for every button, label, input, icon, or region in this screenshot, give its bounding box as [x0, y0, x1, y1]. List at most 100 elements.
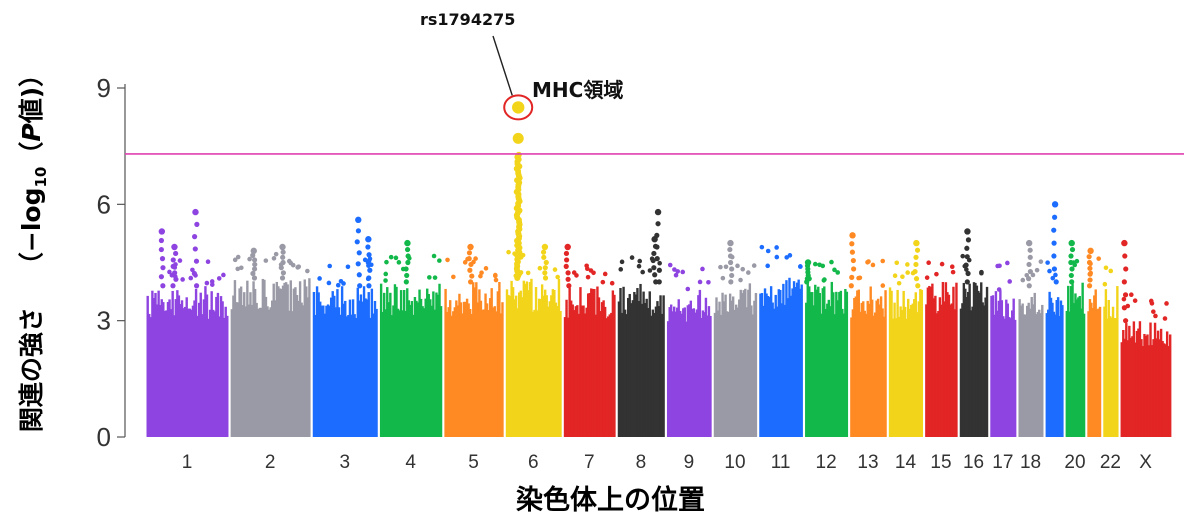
snp-cluster: [653, 312, 656, 437]
snp-cluster: [952, 286, 955, 437]
snp-point: [865, 259, 870, 265]
snp-point: [629, 255, 635, 260]
snp-cluster: [676, 307, 679, 437]
snp-cluster: [475, 282, 478, 437]
snp-cluster: [208, 309, 212, 437]
snp-cluster: [516, 308, 519, 437]
snp-cluster: [272, 283, 275, 437]
snp-cluster: [322, 305, 325, 437]
snp-cluster: [496, 291, 500, 437]
snp-cluster: [157, 290, 160, 437]
snp-cluster: [586, 293, 590, 437]
x-tick-label: 7: [584, 452, 595, 473]
peak-chr1: [170, 243, 179, 289]
snp-cluster: [985, 286, 989, 437]
snp-point: [273, 251, 279, 257]
snp-cluster: [365, 299, 369, 437]
snp-cluster: [169, 309, 173, 437]
snp-cluster: [809, 292, 812, 437]
snp-cluster: [553, 290, 556, 437]
snp-cluster: [786, 298, 790, 437]
snp-cluster: [971, 306, 974, 437]
peak-point: [467, 243, 474, 251]
snp-point: [934, 271, 939, 277]
snp-cluster: [754, 292, 758, 437]
snp-cluster: [856, 290, 859, 437]
peak-column-point: [651, 265, 657, 271]
snp-cluster: [1082, 313, 1086, 437]
snp-cluster: [680, 313, 683, 437]
snp-cluster: [450, 315, 453, 437]
snp-cluster: [1005, 299, 1008, 437]
snp-point: [657, 260, 662, 266]
snp-cluster: [772, 308, 776, 437]
snp-cluster: [1106, 318, 1109, 437]
snp-point: [892, 273, 898, 279]
peak-column-point: [849, 249, 856, 255]
snp-cluster: [582, 305, 585, 437]
snp-cluster: [944, 282, 948, 437]
snp-cluster: [244, 306, 248, 437]
peak-column-point: [541, 254, 547, 260]
y-axis-label-main: 関連の強さ: [17, 307, 46, 433]
snp-cluster: [458, 293, 461, 437]
snp-cluster: [292, 288, 296, 437]
snp-point: [1020, 277, 1026, 283]
snp-cluster: [1093, 295, 1096, 437]
snp-cluster: [593, 288, 596, 437]
snp-cluster: [1000, 300, 1004, 437]
peak-column-point: [1027, 268, 1033, 275]
snp-cluster: [288, 310, 291, 437]
snp-point: [1053, 272, 1058, 278]
snp-cluster: [1111, 306, 1115, 437]
snp-cluster: [168, 299, 171, 437]
peak-column-point: [655, 221, 661, 227]
snp-point: [1047, 268, 1052, 274]
snp-cluster: [1135, 330, 1139, 437]
snp-point: [1038, 259, 1044, 264]
snp-cluster: [891, 318, 895, 437]
snp-cluster: [158, 304, 162, 437]
snp-cluster: [1140, 339, 1143, 437]
snp-cluster: [943, 301, 946, 437]
peak-column-point: [563, 263, 569, 269]
snp-cluster: [683, 307, 686, 437]
chromosome-3-points: [312, 256, 378, 437]
snp-cluster: [785, 280, 788, 437]
snp-point: [740, 266, 746, 272]
snp-cluster: [829, 306, 832, 437]
snp-point: [964, 267, 969, 272]
peak-column-point: [1026, 261, 1032, 268]
snp-point: [647, 268, 653, 273]
peak-column-point: [563, 250, 570, 257]
snp-cluster: [697, 295, 700, 437]
snp-cluster: [762, 305, 765, 437]
peak-column-point: [1087, 271, 1093, 277]
snp-point: [1121, 296, 1127, 302]
peak-column-point: [913, 261, 919, 268]
peak-chr14: [912, 239, 921, 289]
snp-cluster: [1051, 302, 1054, 437]
snp-point: [870, 262, 876, 268]
snp-point: [473, 256, 478, 261]
snp-point: [1108, 268, 1114, 274]
snp-cluster: [884, 290, 887, 437]
snp-cluster: [495, 311, 498, 437]
snp-cluster: [258, 307, 261, 437]
x-tick-label: 10: [724, 452, 745, 473]
snp-cluster: [1012, 298, 1015, 437]
snp-cluster: [685, 321, 688, 437]
peak-point: [654, 208, 662, 216]
snp-cluster: [1103, 306, 1106, 437]
snp-cluster: [1098, 306, 1102, 437]
snp-cluster: [453, 307, 457, 437]
snp-cluster: [275, 281, 279, 437]
snp-cluster: [1030, 296, 1033, 437]
snp-cluster: [961, 303, 964, 437]
snp-cluster: [931, 283, 934, 437]
snp-cluster: [565, 299, 568, 437]
peak-column-point: [542, 270, 548, 276]
snp-cluster: [177, 295, 181, 437]
peak-column-point: [1069, 246, 1076, 253]
snp-cluster: [163, 310, 167, 437]
